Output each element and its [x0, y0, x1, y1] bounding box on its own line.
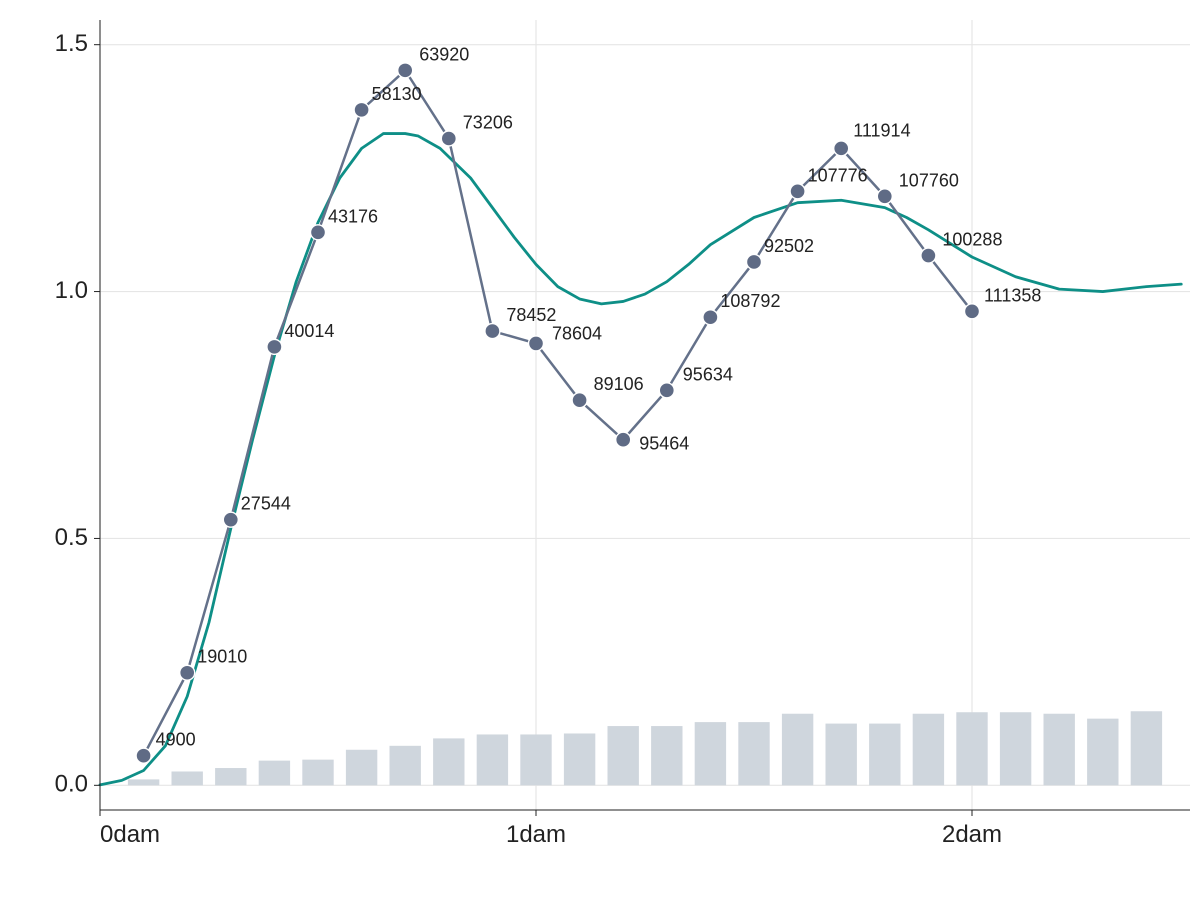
- y-tick-label: 0.5: [55, 524, 88, 551]
- data-point: [572, 393, 587, 408]
- data-point: [616, 432, 631, 447]
- bar: [913, 714, 944, 786]
- data-point: [877, 189, 892, 204]
- bar: [869, 724, 900, 786]
- data-point-label: 19010: [197, 647, 247, 667]
- bar: [564, 733, 595, 785]
- bar: [346, 750, 377, 786]
- data-point-label: 108792: [720, 291, 780, 311]
- bar: [956, 712, 987, 785]
- bar: [826, 724, 857, 786]
- data-point-label: 92502: [764, 236, 814, 256]
- x-tick-label: 0dam: [100, 821, 160, 848]
- bar: [215, 768, 246, 785]
- data-point: [398, 63, 413, 78]
- bar: [695, 722, 726, 785]
- data-point-label: 95464: [639, 434, 689, 454]
- bar: [1044, 714, 1075, 786]
- bar: [390, 746, 421, 786]
- bar: [172, 771, 203, 785]
- bar: [738, 722, 769, 785]
- data-point-label: 63920: [419, 44, 469, 64]
- data-point: [747, 254, 762, 269]
- data-point-label: 111358: [984, 285, 1041, 305]
- data-point-label: 73206: [463, 113, 513, 133]
- data-point: [223, 512, 238, 527]
- y-tick-label: 1.5: [55, 30, 88, 57]
- data-point-label: 89106: [594, 374, 644, 394]
- data-point-label: 107760: [899, 170, 959, 190]
- y-tick-label: 1.0: [55, 277, 88, 304]
- bar: [608, 726, 639, 785]
- data-point-label: 4900: [156, 730, 196, 750]
- data-point-label: 40014: [284, 321, 334, 341]
- data-point: [267, 339, 282, 354]
- data-point: [703, 310, 718, 325]
- chart-svg: 4900 19010 27544 40014 43176 58130 63920 73206 7…: [0, 0, 1200, 900]
- bar: [651, 726, 682, 785]
- data-point-label: 43176: [328, 206, 378, 226]
- bar: [782, 714, 813, 786]
- bar: [128, 779, 159, 785]
- data-point: [136, 748, 151, 763]
- data-point: [965, 304, 980, 319]
- data-point: [180, 665, 195, 680]
- data-point-label: 78452: [506, 305, 556, 325]
- data-point: [441, 131, 456, 146]
- data-point-label: 111914: [853, 120, 910, 140]
- data-point: [311, 225, 326, 240]
- data-point: [790, 184, 805, 199]
- chart-container: 4900 19010 27544 40014 43176 58130 63920 73206 7…: [0, 0, 1200, 900]
- data-point-label: 95634: [683, 364, 733, 384]
- data-point-label: 27544: [241, 494, 291, 514]
- data-point-label: 58130: [372, 84, 422, 104]
- y-tick-label: 0.0: [55, 771, 88, 798]
- data-point: [354, 102, 369, 117]
- bar: [433, 738, 464, 785]
- data-point-label: 78604: [552, 323, 602, 343]
- data-point-label: 100288: [942, 230, 1002, 250]
- data-point: [921, 248, 936, 263]
- data-point-label: 107776: [808, 165, 868, 185]
- bar: [520, 734, 551, 785]
- x-tick-label: 2dam: [942, 821, 1002, 848]
- bar: [259, 761, 290, 786]
- bar: [477, 734, 508, 785]
- bar: [1087, 719, 1118, 786]
- bar: [1131, 711, 1162, 785]
- data-point: [529, 336, 544, 351]
- x-tick-label: 1dam: [506, 821, 566, 848]
- bar: [302, 760, 333, 786]
- data-point: [659, 383, 674, 398]
- bar: [1000, 712, 1031, 785]
- data-point: [834, 141, 849, 156]
- data-point: [485, 324, 500, 339]
